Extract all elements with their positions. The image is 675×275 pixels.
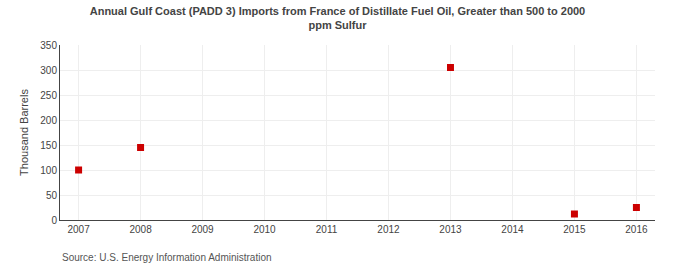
svg-text:300: 300 <box>40 65 57 76</box>
svg-text:50: 50 <box>46 190 58 201</box>
svg-text:150: 150 <box>40 140 57 151</box>
svg-text:2009: 2009 <box>191 224 214 235</box>
svg-text:100: 100 <box>40 165 57 176</box>
svg-text:0: 0 <box>51 215 57 226</box>
svg-text:350: 350 <box>40 40 57 51</box>
svg-text:Thousand Barrels: Thousand Barrels <box>18 89 30 176</box>
svg-text:2011: 2011 <box>316 224 338 235</box>
svg-text:2014: 2014 <box>501 224 524 235</box>
svg-text:2015: 2015 <box>563 224 586 235</box>
svg-text:Source: U.S. Energy Informatio: Source: U.S. Energy Information Administ… <box>62 252 272 263</box>
svg-text:250: 250 <box>40 90 57 101</box>
svg-text:2007: 2007 <box>67 224 90 235</box>
svg-text:2010: 2010 <box>253 224 276 235</box>
svg-text:2013: 2013 <box>439 224 462 235</box>
svg-text:Annual Gulf Coast (PADD 3) Imp: Annual Gulf Coast (PADD 3) Imports from … <box>90 5 586 31</box>
svg-text:2012: 2012 <box>377 224 400 235</box>
svg-text:200: 200 <box>40 115 57 126</box>
svg-text:2008: 2008 <box>129 224 152 235</box>
svg-text:2016: 2016 <box>625 224 648 235</box>
